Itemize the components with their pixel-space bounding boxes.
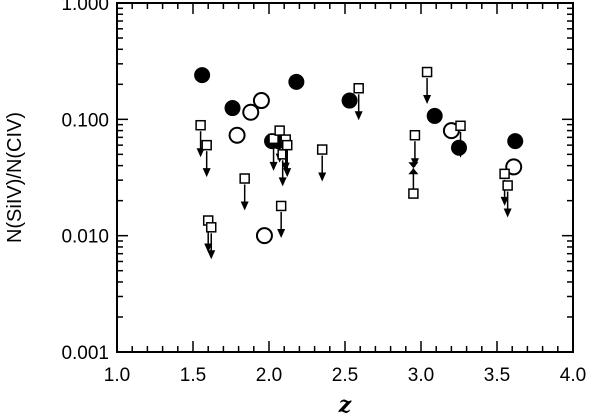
- upper-limit-arrow-head: [283, 168, 292, 178]
- upper-limit-arrow: [423, 78, 432, 105]
- x-tick-label: 3.5: [484, 365, 510, 386]
- open-square-upper-limit-point: [353, 83, 364, 94]
- x-axis-title: z: [338, 392, 352, 418]
- x-tick-label: 1.0: [104, 365, 130, 386]
- x-tick-label: 2.0: [256, 365, 282, 386]
- upper-limit-arrow-head: [240, 201, 249, 211]
- open-square-upper-limit-point: [502, 180, 513, 191]
- open-square-upper-limit-point: [455, 120, 466, 132]
- upper-limit-arrow-head: [196, 148, 205, 158]
- open-square-upper-limit-point: [281, 139, 293, 151]
- open-circle-point: [505, 158, 523, 176]
- upper-limit-arrow-head: [354, 111, 363, 121]
- x-tick-label: 2.5: [332, 365, 358, 386]
- open-circle-point: [242, 103, 260, 121]
- y-tick-label: 0.100: [61, 110, 109, 131]
- open-square-upper-limit-point: [421, 66, 433, 78]
- upper-limit-arrow-head: [278, 177, 287, 187]
- open-square-upper-limit-point: [268, 133, 279, 145]
- upper-limit-arrow-head: [269, 161, 278, 171]
- open-square-upper-limit-point: [409, 129, 421, 141]
- open-square-upper-limit-point: [201, 139, 212, 151]
- open-square-upper-limit-point: [274, 125, 285, 136]
- y-tick-label: 0.001: [61, 343, 109, 364]
- open-square-upper-limit-point: [499, 168, 510, 180]
- filled-circle-point: [426, 107, 443, 124]
- upper-limit-arrow: [269, 144, 278, 171]
- open-circle-point: [255, 227, 273, 245]
- upper-limit-arrow-head: [318, 172, 327, 182]
- x-tick-label: 3.0: [408, 365, 434, 386]
- x-tick-label: 4.0: [560, 365, 586, 386]
- upper-limit-arrow: [207, 233, 216, 260]
- open-square-upper-limit-point: [275, 200, 287, 212]
- open-square-upper-limit-point: [239, 173, 250, 184]
- open-circle-point: [252, 92, 270, 110]
- upper-limit-arrow: [503, 191, 512, 218]
- open-square-upper-limit-point: [316, 144, 328, 155]
- upper-limit-arrow-head: [503, 208, 512, 218]
- upper-limit-arrow: [240, 184, 249, 211]
- upper-limit-arrow: [456, 131, 465, 158]
- upper-limit-arrow: [318, 155, 327, 182]
- open-circle-point: [228, 126, 246, 144]
- open-square-point: [408, 188, 419, 199]
- upper-limit-arrow-head: [204, 243, 213, 253]
- upper-limit-arrow: [202, 151, 211, 178]
- upper-limit-arrow: [354, 94, 363, 121]
- filled-circle-point: [194, 67, 211, 84]
- filled-circle-point: [507, 133, 524, 150]
- upper-limit-arrow-head: [202, 168, 211, 178]
- open-square-upper-limit-point: [195, 119, 206, 131]
- upper-limit-arrow: [196, 131, 205, 158]
- x-tick-label: 1.5: [180, 365, 206, 386]
- upper-limit-arrow: [277, 211, 286, 238]
- upper-limit-arrow-head: [423, 95, 432, 105]
- y-tick-label: 1.000: [61, 0, 109, 15]
- upper-limit-arrow-head: [500, 196, 509, 206]
- y-tick-label: 0.010: [61, 227, 109, 248]
- filled-circle-point: [288, 73, 305, 90]
- filled-circle-point: [341, 92, 358, 109]
- open-square-upper-limit-point: [205, 222, 217, 233]
- filled-circle-point: [224, 100, 241, 117]
- bowtie-point: [408, 162, 419, 175]
- upper-limit-arrow-head: [207, 250, 216, 260]
- y-axis-title: N(SiIV)/N(CIV): [4, 112, 26, 243]
- upper-limit-arrow: [283, 151, 292, 178]
- upper-limit-arrow-head: [277, 228, 286, 238]
- upper-limit-arrow-head: [456, 148, 465, 158]
